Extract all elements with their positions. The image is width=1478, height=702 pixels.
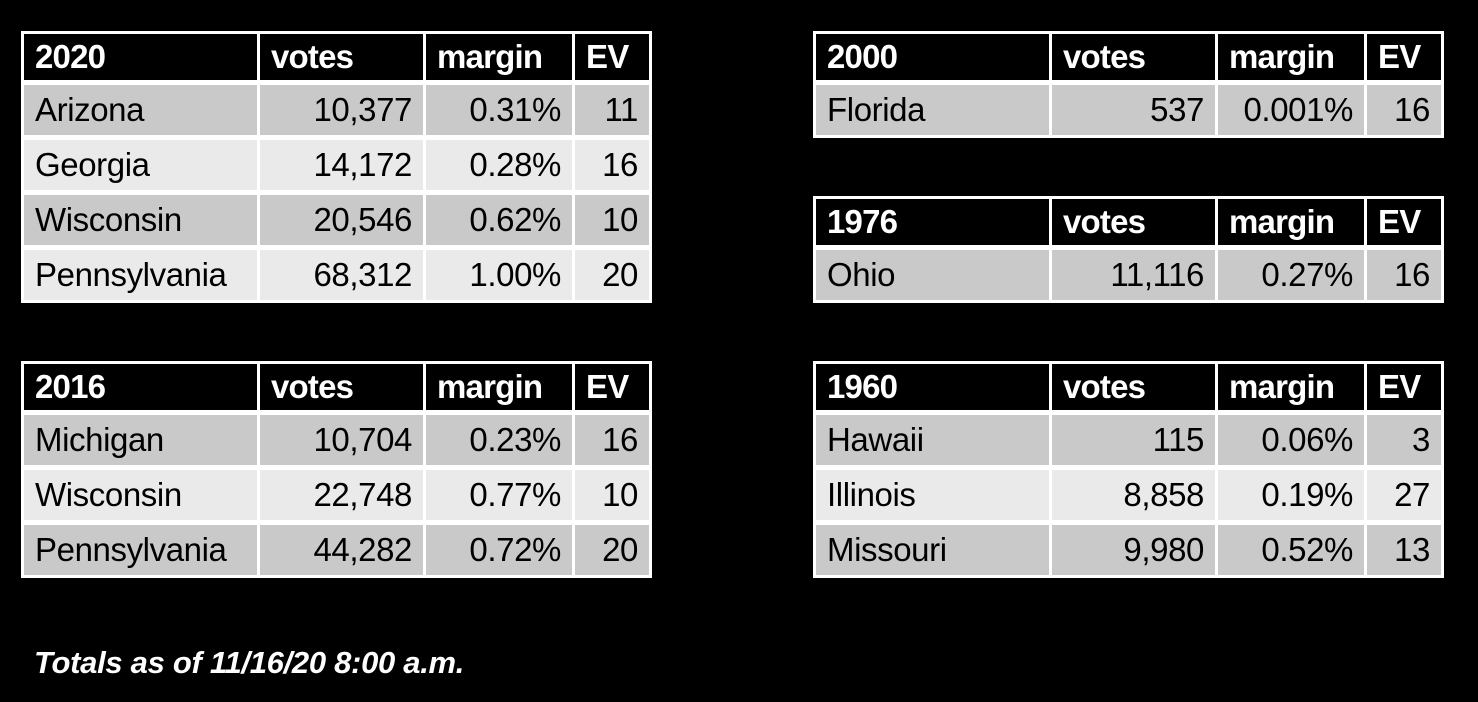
header-cell-ev: EV bbox=[1367, 364, 1441, 410]
cell-ev: 16 bbox=[575, 140, 649, 190]
header-cell-year: 1960 bbox=[816, 364, 1049, 410]
cell-margin: 0.31% bbox=[426, 85, 572, 135]
cell-votes: 20,546 bbox=[260, 195, 423, 245]
cell-votes: 115 bbox=[1052, 415, 1215, 465]
header-cell-votes: votes bbox=[1052, 364, 1215, 410]
cell-state: Michigan bbox=[24, 415, 257, 465]
cell-votes: 10,704 bbox=[260, 415, 423, 465]
header-cell-ev: EV bbox=[575, 34, 649, 80]
cell-state: Florida bbox=[816, 85, 1049, 135]
cell-ev: 10 bbox=[575, 470, 649, 520]
cell-margin: 0.23% bbox=[426, 415, 572, 465]
cell-state: Arizona bbox=[24, 85, 257, 135]
cell-votes: 8,858 bbox=[1052, 470, 1215, 520]
cell-state: Pennsylvania bbox=[24, 250, 257, 300]
cell-ev: 13 bbox=[1367, 525, 1441, 575]
cell-ev: 27 bbox=[1367, 470, 1441, 520]
header-cell-year: 2000 bbox=[816, 34, 1049, 80]
header-cell-votes: votes bbox=[260, 364, 423, 410]
cell-margin: 0.62% bbox=[426, 195, 572, 245]
header-cell-margin: margin bbox=[1218, 34, 1364, 80]
table-2016: 2016 votes margin EV Michigan 10,704 0.2… bbox=[21, 361, 652, 578]
cell-margin: 0.19% bbox=[1218, 470, 1364, 520]
cell-margin: 0.06% bbox=[1218, 415, 1364, 465]
cell-votes: 537 bbox=[1052, 85, 1215, 135]
cell-margin: 0.72% bbox=[426, 525, 572, 575]
cell-votes: 10,377 bbox=[260, 85, 423, 135]
header-cell-ev: EV bbox=[1367, 199, 1441, 245]
table-1960: 1960 votes margin EV Hawaii 115 0.06% 3 … bbox=[813, 361, 1444, 578]
cell-state: Hawaii bbox=[816, 415, 1049, 465]
table-2000: 2000 votes margin EV Florida 537 0.001% … bbox=[813, 31, 1444, 138]
cell-votes: 14,172 bbox=[260, 140, 423, 190]
cell-ev: 11 bbox=[575, 85, 649, 135]
cell-state: Missouri bbox=[816, 525, 1049, 575]
cell-ev: 20 bbox=[575, 525, 649, 575]
cell-votes: 22,748 bbox=[260, 470, 423, 520]
cell-votes: 68,312 bbox=[260, 250, 423, 300]
cell-margin: 0.27% bbox=[1218, 250, 1364, 300]
header-cell-year: 2016 bbox=[24, 364, 257, 410]
cell-ev: 16 bbox=[1367, 85, 1441, 135]
cell-margin: 0.28% bbox=[426, 140, 572, 190]
table-2020: 2020 votes margin EV Arizona 10,377 0.31… bbox=[21, 31, 652, 303]
cell-votes: 9,980 bbox=[1052, 525, 1215, 575]
cell-state: Illinois bbox=[816, 470, 1049, 520]
header-cell-margin: margin bbox=[426, 364, 572, 410]
cell-state: Pennsylvania bbox=[24, 525, 257, 575]
header-cell-votes: votes bbox=[1052, 34, 1215, 80]
header-cell-votes: votes bbox=[260, 34, 423, 80]
footer-note: Totals as of 11/16/20 8:00 a.m. bbox=[34, 645, 465, 680]
cell-margin: 0.52% bbox=[1218, 525, 1364, 575]
cell-state: Wisconsin bbox=[24, 195, 257, 245]
table-1976: 1976 votes margin EV Ohio 11,116 0.27% 1… bbox=[813, 196, 1444, 303]
header-cell-ev: EV bbox=[575, 364, 649, 410]
cell-votes: 44,282 bbox=[260, 525, 423, 575]
cell-margin: 1.00% bbox=[426, 250, 572, 300]
cell-ev: 10 bbox=[575, 195, 649, 245]
header-cell-margin: margin bbox=[426, 34, 572, 80]
cell-margin: 0.77% bbox=[426, 470, 572, 520]
header-cell-margin: margin bbox=[1218, 364, 1364, 410]
cell-ev: 16 bbox=[575, 415, 649, 465]
header-cell-margin: margin bbox=[1218, 199, 1364, 245]
cell-ev: 20 bbox=[575, 250, 649, 300]
header-cell-year: 2020 bbox=[24, 34, 257, 80]
cell-state: Ohio bbox=[816, 250, 1049, 300]
header-cell-ev: EV bbox=[1367, 34, 1441, 80]
cell-state: Georgia bbox=[24, 140, 257, 190]
cell-ev: 3 bbox=[1367, 415, 1441, 465]
cell-votes: 11,116 bbox=[1052, 250, 1215, 300]
cell-state: Wisconsin bbox=[24, 470, 257, 520]
header-cell-votes: votes bbox=[1052, 199, 1215, 245]
cell-ev: 16 bbox=[1367, 250, 1441, 300]
header-cell-year: 1976 bbox=[816, 199, 1049, 245]
cell-margin: 0.001% bbox=[1218, 85, 1364, 135]
